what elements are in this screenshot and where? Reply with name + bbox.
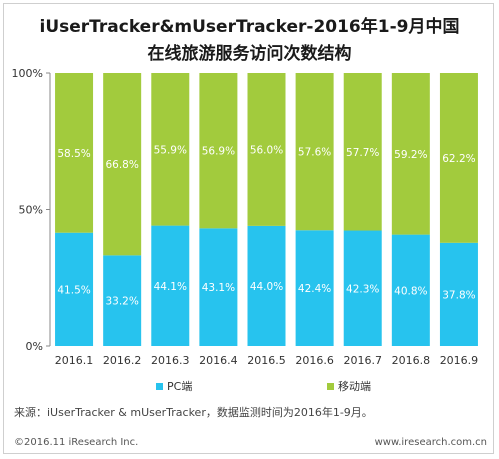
data-label-pc-2016.2: 33.2% — [105, 296, 138, 308]
x-tick-label-2016.1: 2016.1 — [55, 354, 94, 367]
bar-mobile-2016.9 — [439, 73, 478, 243]
bar-mobile-2016.4 — [199, 73, 238, 229]
bar-mobile-2016.7 — [343, 73, 382, 231]
data-label-mobile-2016.1: 58.5% — [57, 148, 90, 160]
bar-pc-2016.8 — [391, 234, 430, 346]
bar-mobile-2016.8 — [391, 73, 430, 235]
legend-swatch-mobile — [327, 382, 334, 390]
bar-pc-2016.2 — [103, 255, 142, 346]
data-label-mobile-2016.6: 57.6% — [298, 147, 331, 159]
data-label-mobile-2016.2: 66.8% — [105, 159, 138, 171]
legend-label-pc: PC端 — [167, 380, 193, 393]
data-label-mobile-2016.9: 62.2% — [442, 153, 475, 165]
chart-frame — [3, 3, 494, 454]
data-label-pc-2016.4: 43.1% — [202, 282, 235, 294]
bar-pc-2016.9 — [439, 242, 478, 346]
x-tick-label-2016.3: 2016.3 — [151, 354, 190, 367]
legend-label-mobile: 移动端 — [338, 380, 371, 393]
x-tick-label-2016.9: 2016.9 — [440, 354, 479, 367]
bar-mobile-2016.3 — [151, 73, 190, 226]
bar-pc-2016.5 — [247, 225, 286, 346]
x-tick-label-2016.5: 2016.5 — [247, 354, 286, 367]
data-label-mobile-2016.8: 59.2% — [394, 149, 427, 161]
data-label-mobile-2016.4: 56.9% — [202, 146, 235, 158]
bar-pc-2016.4 — [199, 228, 238, 346]
data-label-pc-2016.7: 42.3% — [346, 283, 379, 295]
bar-mobile-2016.1 — [55, 73, 94, 233]
website-url: www.iresearch.com.cn — [374, 437, 487, 448]
data-label-pc-2016.5: 44.0% — [250, 281, 283, 293]
x-tick-label-2016.4: 2016.4 — [199, 354, 238, 367]
bar-mobile-2016.5 — [247, 73, 286, 226]
x-tick-label-2016.7: 2016.7 — [343, 354, 382, 367]
x-tick-label-2016.2: 2016.2 — [103, 354, 142, 367]
data-label-pc-2016.1: 41.5% — [57, 284, 90, 296]
copyright: ©2016.11 iResearch Inc. — [14, 437, 139, 448]
chart-title-line1: iUserTracker&mUserTracker-2016年1-9月中国 — [39, 17, 460, 37]
y-tick-label-1: 50% — [19, 204, 43, 217]
bar-mobile-2016.2 — [103, 73, 142, 256]
source-note: 来源：iUserTracker & mUserTracker，数据监测时间为20… — [14, 406, 373, 419]
data-label-pc-2016.9: 37.8% — [442, 289, 475, 301]
data-label-mobile-2016.7: 57.7% — [346, 147, 379, 159]
legend-item-mobile: 移动端 — [327, 378, 371, 394]
chart-title-line2: 在线旅游服务访问次数结构 — [147, 44, 352, 64]
x-tick-label-2016.8: 2016.8 — [392, 354, 431, 367]
bar-pc-2016.6 — [295, 230, 334, 346]
data-label-pc-2016.6: 42.4% — [298, 283, 331, 295]
bar-pc-2016.1 — [55, 232, 94, 346]
data-label-mobile-2016.3: 55.9% — [154, 144, 187, 156]
data-label-pc-2016.3: 44.1% — [154, 281, 187, 293]
bar-pc-2016.3 — [151, 225, 190, 346]
data-label-pc-2016.8: 40.8% — [394, 285, 427, 297]
x-tick-label-2016.6: 2016.6 — [295, 354, 334, 367]
y-tick-label-0: 0% — [26, 340, 43, 353]
bar-mobile-2016.6 — [295, 73, 334, 231]
legend-item-pc: PC端 — [156, 378, 192, 394]
y-tick-label-2: 100% — [12, 67, 43, 80]
legend-swatch-pc — [156, 382, 163, 390]
data-label-mobile-2016.5: 56.0% — [250, 144, 283, 156]
bar-pc-2016.7 — [343, 230, 382, 346]
